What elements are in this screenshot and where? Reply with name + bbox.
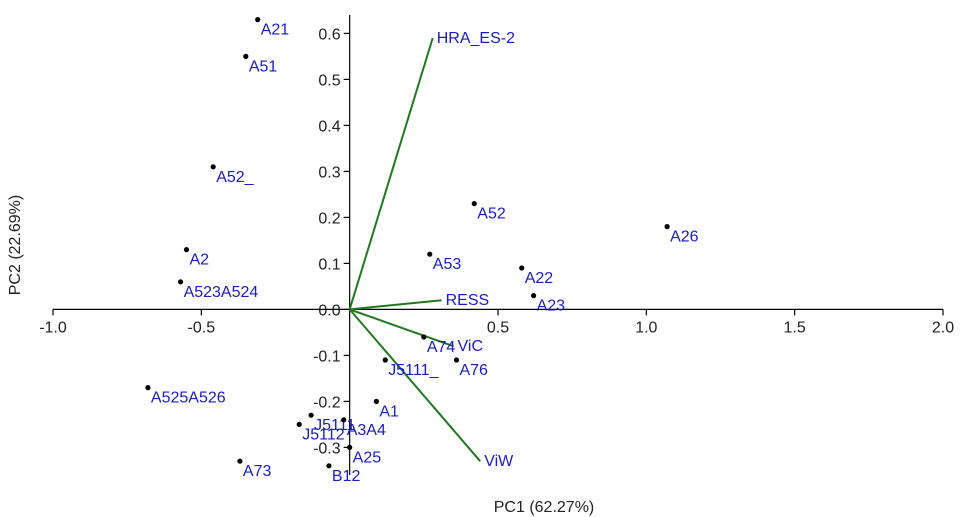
score-point-label: A25 (353, 449, 382, 466)
x-axis-title: PC1 (62.27%) (494, 499, 595, 516)
y-tick-label: 0.2 (318, 210, 340, 227)
score-point (421, 334, 427, 340)
y-tick-label: 0.6 (318, 26, 340, 43)
score-point (471, 201, 477, 207)
x-tick-label: 0.5 (487, 319, 509, 336)
score-point (519, 265, 525, 271)
score-point (453, 357, 460, 363)
loading-vector (348, 37, 434, 310)
loading-vector-label: HRA_ES-2 (437, 30, 515, 47)
score-point-label: B12 (332, 468, 361, 485)
y-axis-title: PC2 (22.69%) (7, 195, 24, 296)
y-tick-label: 0.5 (318, 72, 340, 89)
loading-vector (349, 299, 442, 311)
score-point (145, 385, 151, 391)
score-point (373, 398, 379, 404)
score-point-label: A53 (433, 256, 462, 273)
score-point-label: A76 (459, 362, 488, 379)
score-point (308, 412, 314, 418)
score-point-label: A3A4 (347, 422, 386, 439)
y-tick-label: -0.3 (313, 440, 341, 457)
y-tick-label: -0.2 (313, 394, 341, 411)
score-point-label: A26 (670, 229, 699, 246)
score-point (382, 357, 388, 363)
loading-vector (349, 308, 454, 348)
loading-vector-label: ViW (484, 453, 514, 470)
score-point-label: A1 (379, 403, 399, 420)
score-point-label: A21 (261, 22, 290, 39)
score-point (237, 458, 243, 464)
score-point-label: J5111_ (388, 362, 439, 379)
score-point (183, 247, 190, 253)
score-point-label: A523A524 (184, 284, 259, 301)
score-point (255, 17, 261, 23)
score-point (347, 444, 353, 450)
score-point-label: A52 (477, 206, 506, 223)
score-point-label: A73 (243, 463, 272, 480)
score-point-label: A51 (249, 58, 278, 75)
score-point-label: A74 (427, 339, 456, 356)
score-point-label: A22 (525, 270, 554, 287)
loading-vector-label: RESS (446, 292, 490, 309)
score-point (427, 251, 433, 257)
y-tick-label: 0.0 (318, 302, 340, 319)
score-point (210, 164, 216, 170)
score-point (341, 417, 347, 423)
y-tick-label: 0.3 (318, 164, 340, 181)
score-point (326, 463, 332, 469)
x-tick-label: 1.5 (784, 319, 806, 336)
score-point (531, 293, 537, 299)
x-tick-label: 1.0 (635, 319, 657, 336)
y-tick-label: 0.4 (318, 118, 340, 135)
loading-vectors: HRA_ES-2 RESS ViC ViW (348, 30, 515, 470)
score-point (296, 421, 302, 427)
loading-vector-label: ViC (458, 338, 484, 355)
x-tick-label: -0.5 (188, 319, 216, 336)
score-point-label: J5112 (302, 426, 345, 443)
score-point (664, 224, 670, 230)
score-point (177, 279, 184, 285)
x-tick-label: -1.0 (39, 319, 67, 336)
y-tick-label: 0.1 (318, 256, 340, 273)
score-point (243, 53, 249, 60)
y-tick-label: -0.1 (313, 348, 341, 365)
score-point-label: A525A526 (151, 390, 226, 407)
score-point-label: A23 (537, 298, 566, 315)
axes-layer: -1.0 -0.5 0.5 1.0 1.5 2.0 0.6 0.5 0.4 0.3 0.2 0.1 0.… (39, 15, 954, 475)
x-tick-label: 2.0 (932, 319, 954, 336)
score-point-label: A52_ (216, 169, 254, 186)
loading-vector (348, 308, 481, 462)
score-point-label: A2 (190, 252, 210, 269)
